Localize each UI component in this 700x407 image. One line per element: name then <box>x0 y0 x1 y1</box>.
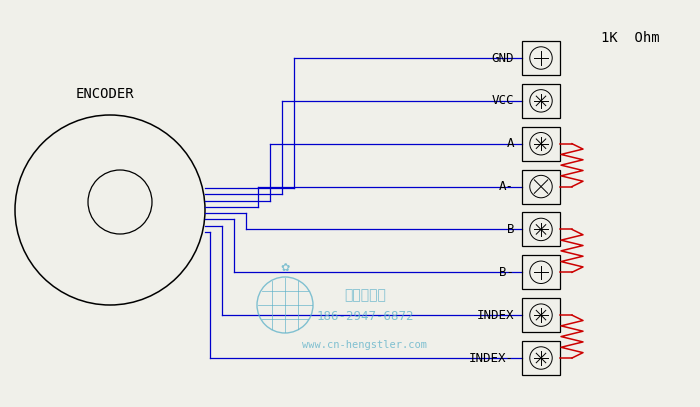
Text: 西安德伍旋: 西安德伍旋 <box>344 288 386 302</box>
Bar <box>522 212 560 246</box>
Bar <box>522 41 560 75</box>
Bar <box>522 84 560 118</box>
Text: B-: B- <box>499 266 514 279</box>
Text: INDEX-: INDEX- <box>469 352 514 365</box>
Text: A: A <box>507 137 514 150</box>
Bar <box>522 298 560 332</box>
Text: www.cn-hengstler.com: www.cn-hengstler.com <box>302 340 428 350</box>
Text: VCC: VCC <box>491 94 514 107</box>
Text: 186-2947-6872: 186-2947-6872 <box>316 311 414 324</box>
Bar <box>522 255 560 289</box>
Text: ✿: ✿ <box>280 263 290 273</box>
Text: 1K  Ohm: 1K Ohm <box>601 31 659 45</box>
Bar <box>522 170 560 204</box>
Text: B: B <box>507 223 514 236</box>
Text: GND: GND <box>491 52 514 64</box>
Text: A-: A- <box>499 180 514 193</box>
Text: INDEX: INDEX <box>477 309 514 322</box>
Bar <box>522 127 560 161</box>
Text: ENCODER: ENCODER <box>76 87 134 101</box>
Bar <box>522 341 560 375</box>
